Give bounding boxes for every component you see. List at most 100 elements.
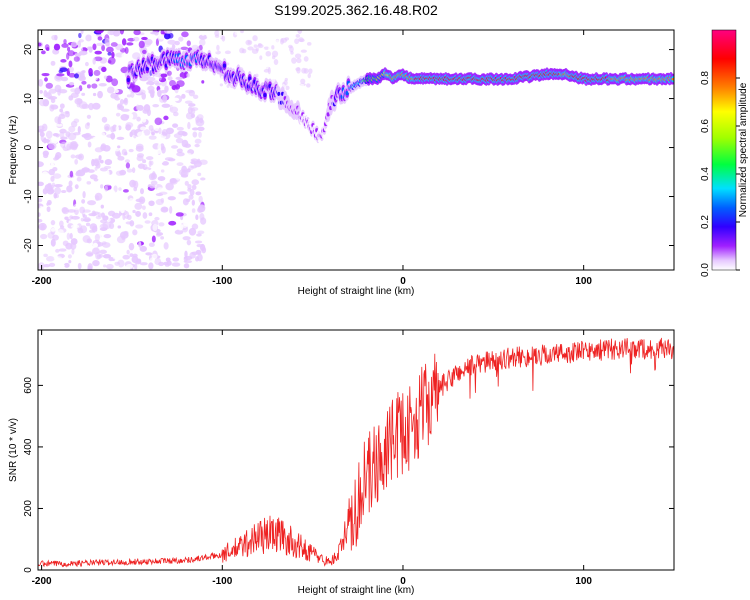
noise-blob xyxy=(70,41,78,48)
snr-x-tick-label: -200 xyxy=(32,576,52,587)
noise-blob xyxy=(172,257,180,262)
snr-y-tick-label: 400 xyxy=(23,438,34,455)
noise-blob xyxy=(150,180,158,186)
noise-blob xyxy=(163,261,169,266)
noise-blob xyxy=(196,233,202,237)
noise-blob xyxy=(178,36,184,42)
noise-blob xyxy=(303,68,309,74)
noise-blob xyxy=(57,88,61,96)
noise-blob xyxy=(115,125,120,133)
snr-y-tick-label: 200 xyxy=(23,500,34,517)
noise-blob xyxy=(78,47,84,52)
noise-blob xyxy=(120,113,130,121)
noise-blob xyxy=(191,184,197,190)
spectrogram-y-axis: -20 -10 0 10 20 xyxy=(23,44,674,253)
noise-blob xyxy=(192,131,198,138)
noise-blob xyxy=(68,82,75,86)
spectrogram-y-label: Frequency (Hz) xyxy=(8,116,19,185)
noise-blob xyxy=(138,241,142,248)
noise-blob xyxy=(198,34,208,40)
noise-blob xyxy=(81,85,87,89)
noise-blob xyxy=(247,35,254,41)
noise-blob xyxy=(45,256,55,262)
spectrogram-noise xyxy=(38,30,315,270)
noise-blob xyxy=(78,39,84,43)
spectrogram-x-tick-label: 0 xyxy=(400,276,406,287)
noise-blob xyxy=(54,194,59,199)
noise-blob xyxy=(119,30,125,35)
colorbar-label: Normalized spectral amplitude xyxy=(738,82,749,217)
ridge-core xyxy=(222,63,227,68)
noise-blob xyxy=(47,184,55,190)
noise-blob xyxy=(132,229,138,236)
noise-blob xyxy=(308,68,313,74)
noise-blob xyxy=(61,206,68,214)
noise-blob xyxy=(182,198,189,206)
noise-blob xyxy=(100,208,108,214)
noise-blob xyxy=(108,203,113,212)
noise-blob xyxy=(59,128,67,134)
noise-blob xyxy=(117,80,125,86)
noise-blob xyxy=(160,73,168,78)
noise-blob xyxy=(59,220,64,227)
noise-blob xyxy=(171,262,181,267)
noise-blob xyxy=(57,229,64,236)
noise-blob xyxy=(187,183,192,190)
noise-blob xyxy=(157,143,162,152)
noise-blob xyxy=(178,266,183,270)
noise-blob xyxy=(289,45,294,53)
noise-blob xyxy=(111,78,119,87)
noise-blob xyxy=(97,90,103,99)
noise-blob xyxy=(138,196,146,204)
noise-blob xyxy=(80,30,84,35)
noise-blob xyxy=(39,131,45,137)
noise-blob xyxy=(68,60,73,68)
noise-blob xyxy=(59,225,65,229)
noise-blob xyxy=(107,52,112,56)
noise-blob xyxy=(91,34,98,42)
snr-y-label: SNR (10 * v/v) xyxy=(8,418,19,482)
noise-blob xyxy=(89,229,94,233)
noise-blob xyxy=(181,131,188,137)
noise-blob xyxy=(188,89,196,97)
noise-blob xyxy=(270,66,277,72)
noise-blob xyxy=(251,48,259,54)
noise-blob xyxy=(106,86,115,94)
noise-blob xyxy=(59,108,64,113)
noise-blob xyxy=(78,32,82,39)
noise-blob xyxy=(74,184,79,190)
noise-blob xyxy=(82,209,91,213)
noise-blob xyxy=(102,254,112,259)
noise-blob xyxy=(109,30,114,36)
colorbar-tick-label: 0.8 xyxy=(700,71,711,85)
noise-blob xyxy=(63,262,70,268)
noise-blob xyxy=(75,154,83,159)
noise-blob xyxy=(154,216,160,221)
noise-blob xyxy=(38,212,41,217)
noise-blob xyxy=(148,135,157,140)
noise-blob xyxy=(94,233,100,242)
noise-blob xyxy=(154,31,159,36)
noise-blob xyxy=(149,160,154,166)
noise-blob xyxy=(193,160,202,168)
noise-blob xyxy=(52,166,58,172)
noise-blob xyxy=(94,30,104,34)
noise-blob xyxy=(78,50,88,56)
noise-blob xyxy=(142,108,149,114)
noise-blob xyxy=(167,196,176,201)
noise-blob xyxy=(105,182,112,186)
noise-blob xyxy=(139,179,146,184)
ridge-core xyxy=(345,91,349,96)
noise-blob xyxy=(265,50,272,57)
noise-blob xyxy=(221,35,226,42)
noise-blob xyxy=(70,224,80,229)
noise-blob xyxy=(144,220,151,224)
spectrogram-y-tick-label: -20 xyxy=(23,238,34,253)
noise-blob xyxy=(101,44,106,52)
noise-blob xyxy=(76,138,83,145)
noise-blob xyxy=(135,210,142,217)
noise-blob xyxy=(118,160,123,167)
ridge-core xyxy=(248,76,252,81)
noise-blob xyxy=(106,263,114,270)
noise-blob xyxy=(103,75,108,79)
